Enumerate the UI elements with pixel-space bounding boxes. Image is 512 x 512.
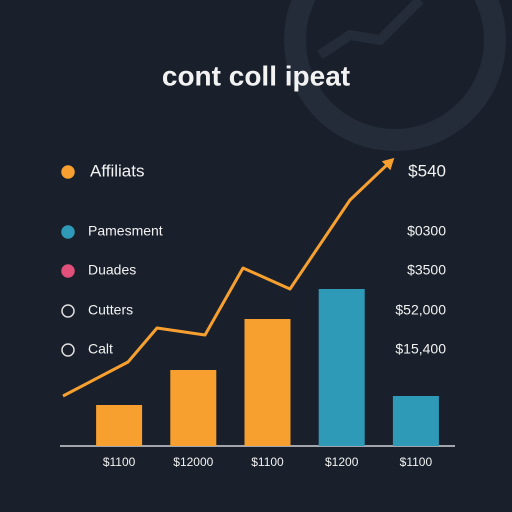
legend-label: Calt <box>88 341 113 357</box>
x-tick-label: $1100 <box>251 455 284 469</box>
legend-value: $540 <box>408 161 446 180</box>
legend-icon <box>61 165 75 179</box>
decor-line <box>317 0 424 60</box>
bar <box>318 289 365 446</box>
decor-ring <box>284 0 506 151</box>
legend-icon <box>61 343 75 357</box>
x-tick-label: $12000 <box>173 455 213 469</box>
legend-label: Duades <box>88 262 136 278</box>
legend-label: Pamesment <box>88 223 163 239</box>
legend-value: $3500 <box>407 262 446 278</box>
legend-value: $0300 <box>407 223 446 239</box>
bar <box>170 370 217 446</box>
legend-value: $15,400 <box>395 341 446 357</box>
x-tick-label: $1100 <box>400 455 433 469</box>
x-tick-label: $1100 <box>103 455 136 469</box>
trend-line <box>62 160 392 398</box>
x-tick-label: $1200 <box>325 455 359 469</box>
legend-value: $52,000 <box>395 302 446 318</box>
legend-icon <box>61 304 75 318</box>
bar <box>244 319 291 446</box>
legend-label: Cutters <box>88 302 133 318</box>
bar <box>96 405 143 446</box>
legend-icon <box>61 264 75 278</box>
chart-title: cont coll ipeat <box>162 60 350 91</box>
legend-icon <box>61 225 75 239</box>
arrow-head <box>381 157 395 171</box>
bar <box>392 396 439 446</box>
legend-label: Affiliats <box>90 161 145 180</box>
